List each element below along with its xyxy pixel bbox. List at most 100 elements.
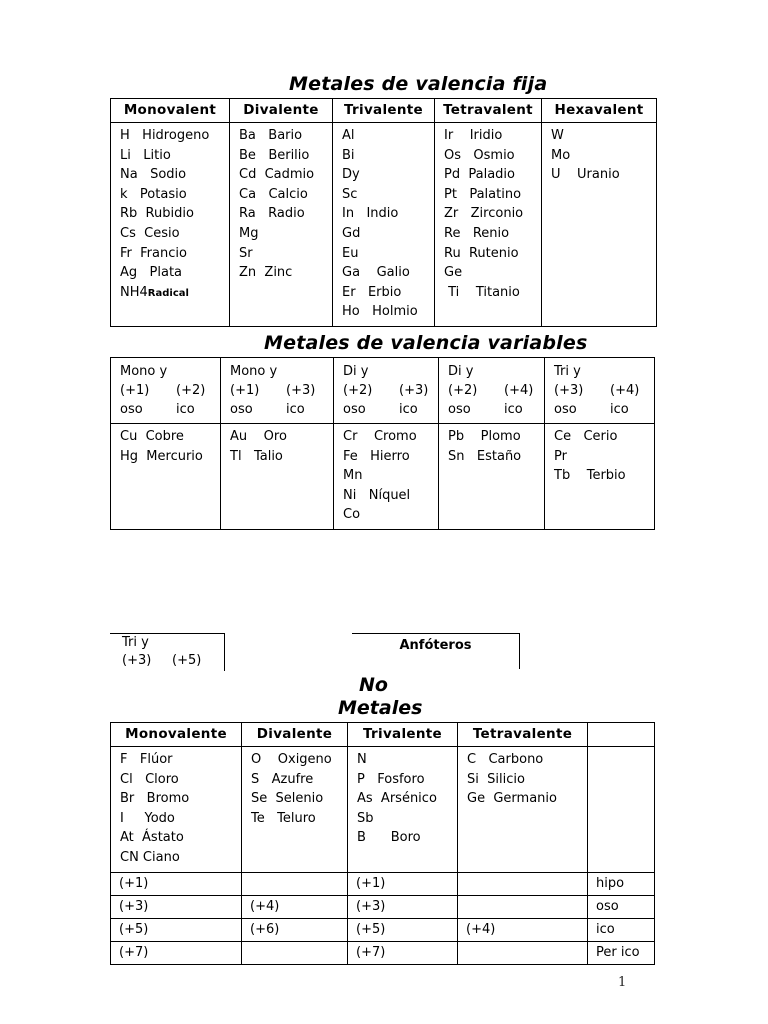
valence-suffixes: oso ico [111, 400, 220, 419]
list-item: Dy [342, 167, 360, 183]
cell-variables-col3: Cr Cromo Fe Hierro Mn Ni Níquel Co [333, 423, 439, 530]
valence-suffixes: oso ico [221, 400, 333, 419]
column-header-trivalente: Trivalente [347, 722, 458, 747]
table-header-row: Monovalent Divalente Trivalente Tetraval… [110, 98, 657, 123]
table-header-row: Monovalente Divalente Trivalente Tetrava… [110, 722, 655, 747]
list-item-nh4: NH4Radical [120, 283, 229, 304]
element-list: Ce Cerio Pr Tb Terbio [545, 427, 654, 486]
valence-value: (+1) [356, 875, 386, 891]
valence-suffix: Per ico [596, 944, 640, 960]
table-metales-valencia-fija: Monovalent Divalente Trivalente Tetraval… [110, 98, 657, 327]
valence-kind-label: Di y [448, 364, 474, 379]
list-item: Tb Terbio [554, 468, 626, 484]
list-item: Li Litio [120, 147, 171, 163]
list-item: S Azufre [251, 771, 314, 787]
valence-left: (+1) [230, 383, 260, 398]
list-item: F Flúor [120, 752, 173, 767]
valence-suffix: oso [596, 898, 619, 914]
valence-value: (+7) [119, 944, 149, 960]
list-item: Ga Galio [342, 265, 410, 281]
valence-numbers: (+1) (+2) [111, 381, 220, 400]
valence-row: (+7) (+7) Per ico [110, 940, 655, 965]
title-metales-valencia-fija: Metales de valencia fija [289, 73, 548, 95]
valence-kind-label: Mono y [120, 364, 168, 379]
valence-suffix: hipo [596, 875, 625, 891]
bracket-anfoteros: Anfóteros [352, 633, 520, 669]
valence-kind-label: Di y [343, 364, 369, 379]
suffix-right: ico [399, 402, 418, 417]
title-no-metales-line1: No [359, 674, 388, 696]
valence-left: (+2) [448, 383, 478, 398]
list-item: Bi [342, 147, 355, 163]
list-item: Mg [239, 225, 259, 241]
list-item: N [357, 752, 367, 767]
valence-cell: (+4) [457, 917, 588, 942]
list-item: Ge [444, 265, 463, 281]
valence-value: (+5) [119, 921, 149, 937]
list-item: Rb Rubidio [120, 206, 194, 222]
list-item: Ba Bario [239, 128, 303, 143]
list-item: Al [342, 128, 355, 143]
element-list: Cu Cobre Hg Mercurio [111, 427, 220, 466]
list-item: C Carbono [467, 752, 544, 767]
list-item: Er Erbio [342, 284, 402, 300]
list-item: Fr Francio [120, 245, 187, 261]
valence-left: (+3) [554, 383, 584, 398]
list-item: Ru Rutenio [444, 245, 519, 261]
valence-numbers: (+1) (+3) [221, 381, 333, 400]
valence-row: (+3) (+4) (+3) oso [110, 894, 655, 919]
list-item: Ce Cerio [554, 429, 618, 444]
suffix-left: oso [554, 402, 577, 417]
valence-right: (+3) [399, 383, 429, 398]
cell-no-metales-tetravalente: C Carbono Si Silicio Ge Germanio [457, 746, 588, 873]
valence-cell [241, 871, 348, 896]
suffix-right: ico [286, 402, 305, 417]
list-item: Gd [342, 225, 361, 241]
valence-suffixes: oso ico [334, 400, 438, 419]
list-item: Re Renio [444, 225, 510, 241]
valence-cell: (+3) [347, 894, 458, 919]
list-item: Cs Cesio [120, 225, 180, 241]
valence-row: (+5) (+6) (+5) (+4) ico [110, 917, 655, 942]
cell-no-metales-trivalente: N P Fosforo As Arsénico Sb B Boro [347, 746, 458, 873]
list-item: Fe Hierro [343, 448, 410, 464]
valence-value: (+1) [119, 875, 149, 891]
element-list: Al Bi Dy Sc In Indio Gd Eu Ga Galio Er E… [333, 126, 434, 322]
table-body-row: Cu Cobre Hg Mercurio Au Oro Tl Talio Cr … [110, 423, 655, 530]
valence-right: (+2) [176, 383, 206, 398]
suffix-left: oso [120, 402, 143, 417]
list-item: W [551, 128, 564, 143]
column-header-suffix [587, 722, 655, 747]
list-item: Tl Talio [230, 448, 283, 464]
cell-variables-col5: Ce Cerio Pr Tb Terbio [544, 423, 655, 530]
valence-value: (+5) [356, 921, 386, 937]
valence-right: (+4) [610, 383, 640, 398]
list-item: Pb Plomo [448, 429, 521, 444]
valence-header-mono-di: Mono y (+1) (+2) oso ico [110, 357, 221, 424]
column-header-divalente: Divalente [229, 98, 333, 123]
column-header-trivalente: Trivalente [332, 98, 435, 123]
valence-right: (+3) [286, 383, 316, 398]
column-header-tetravalent: Tetravalent [434, 98, 542, 123]
table-header-row: Mono y (+1) (+2) oso ico Mono y (+1) (+3) o… [110, 357, 655, 424]
list-item: Zn Zinc [239, 265, 293, 281]
valence-cell [457, 871, 588, 896]
element-list: O Oxigeno S Azufre Se Selenio Te Teluro [242, 750, 347, 828]
valence-cell [457, 940, 588, 965]
list-item: k Potasio [120, 186, 187, 202]
column-header-monovalente: Monovalente [110, 722, 242, 747]
list-item: Cu Cobre [120, 429, 184, 444]
valence-header-tri-tetra: Tri y (+3) (+4) oso ico [544, 357, 655, 424]
list-item: Os Osmio [444, 147, 515, 163]
list-item: Ni Níquel [343, 487, 411, 503]
valence-suffixes: oso ico [439, 400, 544, 419]
valence-cell: (+3) [110, 894, 242, 919]
valence-suffix-cell: hipo [587, 871, 655, 896]
valence-right: (+4) [504, 383, 534, 398]
valence-suffix-cell: oso [587, 894, 655, 919]
element-list: F Flúor Cl Cloro Br Bromo I Yodo At Ásta… [111, 750, 241, 868]
list-item: P Fosforo [357, 771, 425, 787]
suffix-right: ico [504, 402, 523, 417]
cell-variables-col4: Pb Plomo Sn Estaño [438, 423, 545, 530]
valence-cell: (+5) [347, 917, 458, 942]
